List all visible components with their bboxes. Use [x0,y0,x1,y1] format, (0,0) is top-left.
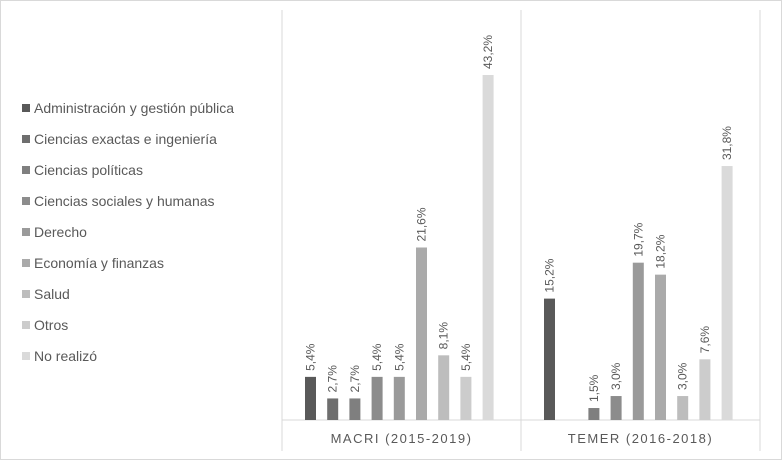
legend-swatch [22,165,30,174]
data-label: 5,4% [304,343,318,371]
data-label: 2,7% [326,365,340,393]
bar [632,262,644,420]
data-label: 2,7% [348,365,362,393]
data-label: 5,4% [459,343,473,371]
data-label: 31,8% [720,126,734,160]
data-label: 1,5% [587,374,601,402]
legend-swatch [22,227,30,236]
bar [460,376,472,420]
bar [677,396,689,420]
bar [327,398,339,420]
data-label: 8,1% [437,322,451,350]
data-label: 43,2% [481,35,495,69]
bar [588,408,600,420]
legend-swatch [22,320,30,329]
bar [699,359,711,420]
legend-item-salud: Salud [22,278,234,309]
bar [349,398,361,420]
legend-swatch [22,258,30,267]
legend-label: Administración y gestión pública [34,99,234,116]
legend-item-economia: Economía y finanzas [22,247,234,278]
legend-item-administracion: Administración y gestión pública [22,92,234,123]
chart-legend: Administración y gestión pública Ciencia… [22,92,234,371]
bar [371,376,383,420]
legend-item-derecho: Derecho [22,216,234,247]
bar [655,274,666,420]
legend-item-ciencias-exactas: Ciencias exactas e ingeniería [22,123,234,154]
bar [610,396,622,420]
bar [721,166,733,420]
data-label: 3,0% [609,362,623,390]
legend-item-ciencias-politicas: Ciencias políticas [22,154,234,185]
data-label: 19,7% [631,222,645,256]
legend-label: Ciencias políticas [34,161,143,178]
data-label: 7,6% [698,326,712,354]
legend-label: No realizó [34,347,98,364]
legend-swatch [22,134,30,143]
bar [416,247,427,420]
legend-item-no-realizo: No realizó [22,340,234,371]
legend-label: Otros [34,316,69,333]
legend-swatch [22,351,30,360]
bar [393,376,405,420]
legend-label: Economía y finanzas [34,254,164,271]
legend-swatch [22,196,30,205]
legend-swatch [22,103,30,112]
data-label: 15,2% [543,258,557,292]
data-label: 3,0% [676,362,690,390]
legend-label: Salud [34,285,70,302]
legend-label: Ciencias exactas e ingeniería [34,130,217,147]
bar [305,376,316,420]
data-label: 5,4% [370,343,384,371]
data-label: 18,2% [654,234,668,268]
bar [482,75,494,420]
legend-label: Derecho [34,223,87,240]
bar [438,355,450,420]
legend-label: Ciencias sociales y humanas [34,192,215,209]
legend-item-otros: Otros [22,309,234,340]
category-label: TEMER (2016-2018) [568,431,713,446]
data-label: 21,6% [415,207,429,241]
bar [544,298,555,420]
data-label: 5,4% [392,343,406,371]
category-label: MACRI (2015-2019) [331,431,473,446]
legend-swatch [22,289,30,298]
legend-item-ciencias-sociales: Ciencias sociales y humanas [22,185,234,216]
